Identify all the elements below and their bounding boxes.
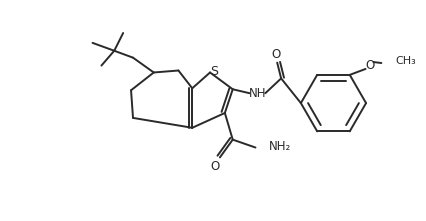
Text: NH: NH	[249, 87, 266, 100]
Text: NH₂: NH₂	[269, 140, 291, 153]
Text: S: S	[210, 65, 218, 78]
Text: O: O	[210, 160, 219, 173]
Text: O: O	[271, 48, 281, 61]
Text: O: O	[365, 59, 374, 72]
Text: CH₃: CH₃	[395, 56, 416, 66]
